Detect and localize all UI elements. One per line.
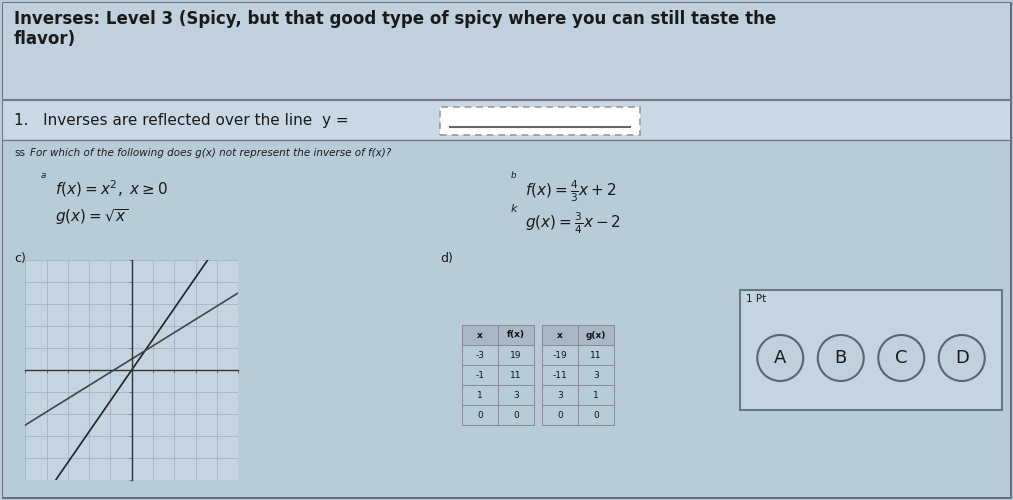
Text: c): c) [14,252,26,265]
Text: ss: ss [14,148,25,158]
Text: 0: 0 [594,410,599,420]
Text: For which of the following does g(x) not represent the inverse of f(x)?: For which of the following does g(x) not… [30,148,391,158]
Text: $^a$: $^a$ [40,172,47,185]
FancyBboxPatch shape [578,345,614,365]
FancyBboxPatch shape [3,3,1010,100]
Text: 3: 3 [557,390,563,400]
Text: D: D [955,349,968,367]
FancyBboxPatch shape [462,385,498,405]
FancyBboxPatch shape [462,325,498,345]
Text: d): d) [440,252,453,265]
Text: 1: 1 [477,390,483,400]
FancyBboxPatch shape [542,365,578,385]
Text: C: C [895,349,908,367]
Text: 0: 0 [514,410,519,420]
FancyBboxPatch shape [462,405,498,425]
Circle shape [939,335,985,381]
Text: g(x): g(x) [586,330,606,340]
Text: 3: 3 [594,370,599,380]
FancyBboxPatch shape [462,365,498,385]
Text: B: B [835,349,847,367]
Circle shape [758,335,803,381]
FancyBboxPatch shape [542,345,578,365]
Text: 19: 19 [511,350,522,360]
Text: 3: 3 [514,390,519,400]
Text: $^b$: $^b$ [510,172,518,185]
FancyBboxPatch shape [542,385,578,405]
FancyBboxPatch shape [498,325,534,345]
Text: x: x [557,330,563,340]
FancyBboxPatch shape [462,345,498,365]
Text: $g(x) = \frac{3}{4}x - 2$: $g(x) = \frac{3}{4}x - 2$ [525,210,621,236]
Text: 11: 11 [591,350,602,360]
Text: -11: -11 [553,370,567,380]
FancyBboxPatch shape [498,345,534,365]
FancyBboxPatch shape [578,325,614,345]
Text: 0: 0 [557,410,563,420]
Text: A: A [774,349,786,367]
Text: flavor): flavor) [14,30,76,48]
FancyBboxPatch shape [3,3,1010,497]
FancyBboxPatch shape [542,405,578,425]
FancyBboxPatch shape [440,107,640,135]
Text: f(x): f(x) [506,330,525,340]
Text: -19: -19 [553,350,567,360]
Text: $f(x) = \frac{4}{3}x + 2$: $f(x) = \frac{4}{3}x + 2$ [525,178,617,204]
FancyBboxPatch shape [498,405,534,425]
FancyBboxPatch shape [3,140,1010,497]
FancyBboxPatch shape [578,365,614,385]
Text: -3: -3 [475,350,484,360]
Text: 1.   Inverses are reflected over the line  y =: 1. Inverses are reflected over the line … [14,112,348,128]
FancyBboxPatch shape [741,290,1002,410]
Circle shape [878,335,924,381]
Text: 1 Pt: 1 Pt [746,294,766,304]
Text: -1: -1 [475,370,484,380]
Text: Inverses: Level 3 (Spicy, but that good type of spicy where you can still taste : Inverses: Level 3 (Spicy, but that good … [14,10,776,28]
FancyBboxPatch shape [498,385,534,405]
Text: 11: 11 [511,370,522,380]
Text: $k$: $k$ [510,202,519,214]
FancyBboxPatch shape [542,325,578,345]
Circle shape [817,335,864,381]
Text: $g(x) = \sqrt{x}$: $g(x) = \sqrt{x}$ [55,207,129,227]
FancyBboxPatch shape [578,405,614,425]
FancyBboxPatch shape [578,385,614,405]
Text: 1: 1 [594,390,599,400]
Text: 0: 0 [477,410,483,420]
FancyBboxPatch shape [3,100,1010,140]
FancyBboxPatch shape [498,365,534,385]
Text: x: x [477,330,483,340]
Text: $f(x) = x^2,\ x \geq 0$: $f(x) = x^2,\ x \geq 0$ [55,178,168,199]
